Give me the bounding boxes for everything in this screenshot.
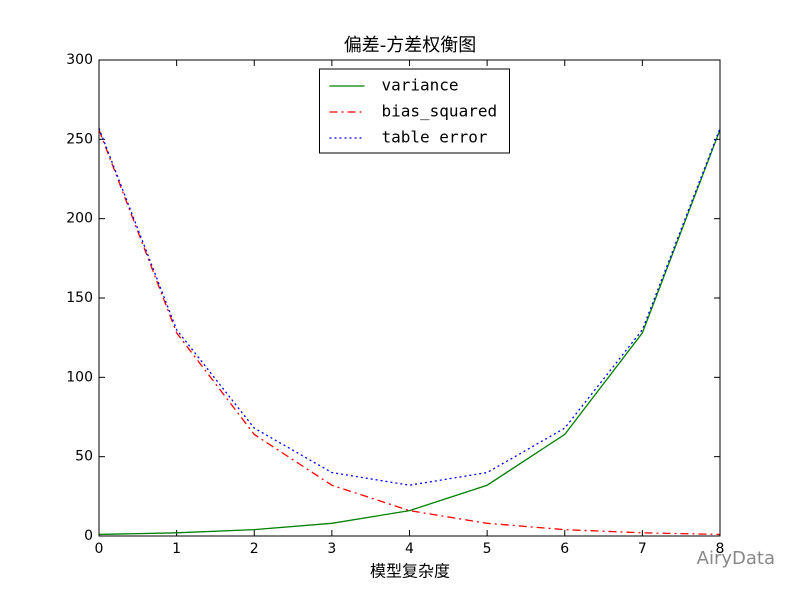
y-tick-label: 0 <box>84 528 93 544</box>
x-tick-label: 2 <box>250 541 259 557</box>
x-tick-label: 5 <box>483 541 492 557</box>
legend-label: variance <box>382 76 459 95</box>
y-tick-label: 200 <box>66 211 93 227</box>
x-tick-label: 4 <box>405 541 414 557</box>
y-tick-label: 50 <box>75 449 93 465</box>
x-tick-label: 8 <box>716 541 725 557</box>
y-tick-label: 100 <box>66 369 93 385</box>
legend-box <box>319 68 510 154</box>
y-tick-label: 150 <box>66 290 93 306</box>
legend-label: bias_squared <box>382 102 498 121</box>
y-tick-label: 250 <box>66 131 93 147</box>
watermark: AiryData <box>697 548 775 569</box>
series-line <box>98 129 721 536</box>
legend-label: table error <box>382 128 488 147</box>
x-tick-label: 7 <box>638 541 647 557</box>
chart-title: 偏差-方差权衡图 <box>344 35 477 56</box>
series-line <box>98 127 721 486</box>
x-axis-label: 模型复杂度 <box>370 562 450 581</box>
plot-frame <box>98 59 721 537</box>
y-tick-label: 300 <box>66 52 93 68</box>
x-tick-label: 6 <box>560 541 569 557</box>
x-tick-label: 0 <box>95 541 104 557</box>
x-tick-label: 3 <box>327 541 336 557</box>
x-tick-label: 1 <box>172 541 181 557</box>
series-line <box>98 129 721 536</box>
